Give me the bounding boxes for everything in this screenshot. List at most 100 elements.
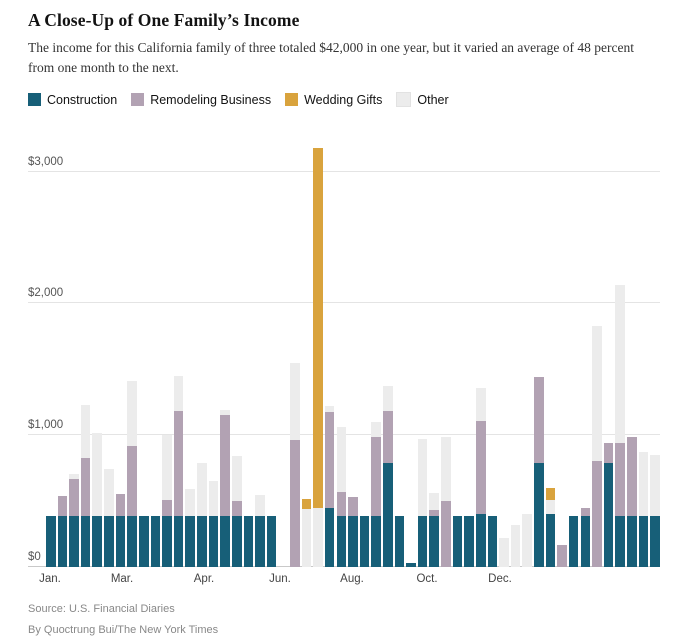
- segment-construction: [92, 515, 103, 567]
- bar-week-11: [162, 435, 172, 567]
- source-note: Source: U.S. Financial Diaries: [28, 603, 175, 615]
- segment-wedding_gifts: [301, 499, 312, 510]
- segment-construction: [115, 515, 126, 567]
- segment-remodeling: [220, 415, 230, 516]
- bar-week-45: [557, 544, 567, 567]
- segment-construction: [208, 515, 219, 567]
- segment-construction: [650, 515, 660, 567]
- segment-other: [185, 489, 196, 516]
- bar-week-43: [534, 377, 544, 567]
- segment-construction: [580, 515, 591, 567]
- segment-remodeling: [336, 491, 347, 516]
- segment-construction: [615, 515, 625, 567]
- bar-week-20: [266, 515, 277, 567]
- segment-other: [208, 480, 219, 516]
- segment-remodeling: [69, 479, 79, 516]
- segment-remodeling: [324, 411, 335, 508]
- segment-other: [510, 525, 521, 567]
- segment-construction: [243, 515, 254, 567]
- segment-construction: [220, 515, 230, 567]
- segment-wedding_gifts: [313, 147, 323, 508]
- segment-remodeling: [173, 410, 184, 516]
- segment-other: [104, 468, 114, 516]
- bar-week-30: [382, 386, 393, 567]
- segment-construction: [394, 515, 405, 567]
- segment-other: [220, 409, 230, 416]
- bar-week-42: [522, 514, 532, 567]
- segment-other: [545, 500, 556, 514]
- bar-week-24: [313, 147, 323, 567]
- segment-construction: [348, 515, 358, 567]
- y-axis-tick-label: $3,000: [28, 155, 68, 168]
- segment-construction: [46, 515, 56, 567]
- segment-other: [80, 404, 91, 458]
- bar-week-25: [324, 406, 335, 567]
- segment-construction: [371, 515, 381, 567]
- bar-week-13: [185, 489, 196, 567]
- segment-construction: [127, 515, 137, 567]
- x-axis-month-label-Dec: Dec.: [488, 573, 512, 585]
- bar-week-39: [487, 515, 498, 567]
- legend-swatch-icon: [28, 93, 41, 106]
- x-axis-month-label-Jun: Jun.: [269, 573, 291, 585]
- bar-week-53: [650, 454, 660, 567]
- chart-plot-area: $0 $1,000 $2,000 $3,000: [28, 127, 660, 567]
- y-axis-tick-label: $0: [28, 551, 45, 563]
- segment-remodeling: [429, 509, 440, 516]
- legend-swatch-icon: [396, 92, 412, 107]
- segment-other: [197, 462, 207, 516]
- segment-other: [336, 426, 347, 492]
- segment-remodeling: [475, 420, 486, 514]
- legend-swatch-icon: [131, 93, 145, 106]
- bar-week-27: [348, 497, 358, 567]
- segment-remodeling: [115, 493, 126, 516]
- segment-other: [255, 494, 265, 516]
- segment-construction: [406, 563, 416, 567]
- bar-week-31: [394, 515, 405, 567]
- segment-remodeling: [162, 500, 172, 516]
- segment-remodeling: [603, 443, 614, 463]
- segment-other: [162, 435, 172, 501]
- segment-other: [324, 406, 335, 412]
- segment-remodeling: [57, 495, 68, 516]
- legend-item-remodeling-business: Remodeling Business: [131, 93, 271, 107]
- y-axis-tick-label: $2,000: [28, 287, 68, 300]
- bar-week-15: [208, 480, 219, 567]
- segment-remodeling: [534, 377, 544, 463]
- segment-remodeling: [580, 507, 591, 516]
- bar-week-12: [173, 375, 184, 567]
- segment-remodeling: [441, 501, 451, 567]
- bar-week-52: [638, 452, 649, 567]
- segment-construction: [487, 515, 498, 567]
- segment-other: [650, 454, 660, 516]
- segment-other: [127, 380, 137, 447]
- segment-construction: [336, 515, 347, 567]
- legend-swatch-icon: [285, 93, 299, 106]
- page-title: A Close-Up of One Family’s Income: [28, 10, 300, 30]
- x-axis-month-label-Apr: Apr.: [193, 573, 215, 585]
- segment-other: [429, 493, 440, 510]
- bar-week-17: [231, 456, 242, 567]
- segment-construction: [429, 515, 440, 567]
- x-axis-month-labels: Jan. Mar. Apr. Jun. Aug. Oct. Dec.: [28, 567, 660, 589]
- segment-construction: [638, 515, 649, 567]
- gridline-3000: [28, 170, 660, 172]
- bar-week-1: [46, 515, 56, 567]
- bar-week-8: [127, 380, 137, 567]
- bar-week-47: [580, 507, 591, 567]
- segment-other: [371, 422, 381, 438]
- segment-other: [69, 474, 79, 480]
- segment-construction: [324, 507, 335, 567]
- segment-remodeling: [80, 457, 91, 516]
- segment-remodeling: [231, 501, 242, 516]
- byline: By Quoctrung Bui/The New York Times: [28, 624, 219, 636]
- segment-remodeling: [348, 497, 358, 516]
- segment-other: [290, 362, 300, 441]
- segment-construction: [162, 515, 172, 567]
- segment-construction: [231, 515, 242, 567]
- bar-week-16: [220, 409, 230, 567]
- bar-week-23: [301, 499, 312, 567]
- x-axis-month-label-Jan: Jan.: [39, 573, 61, 585]
- segment-construction: [173, 515, 184, 567]
